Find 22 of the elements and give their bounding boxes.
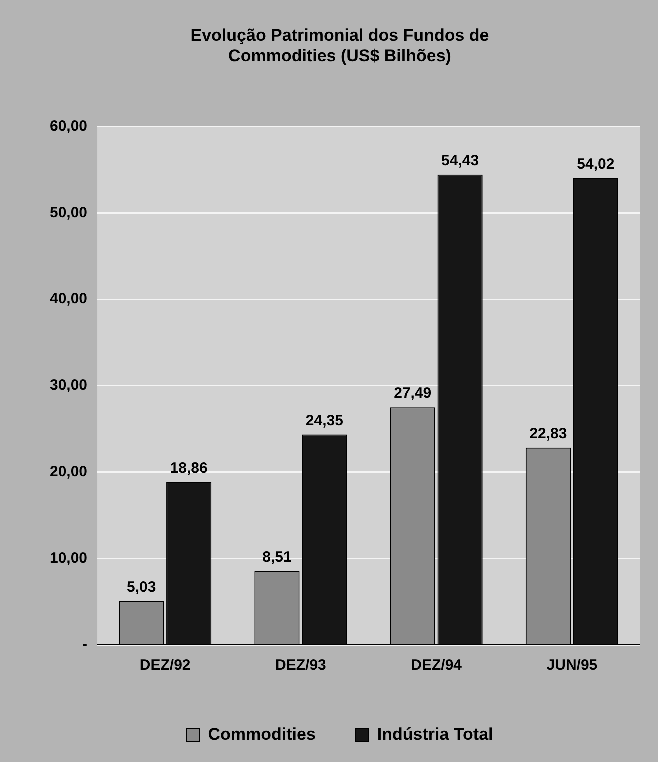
x-tick-label: DEZ/94 [411,657,463,674]
y-tick-label: 60,00 [50,118,88,135]
legend-label: Commodities [208,725,316,744]
data-label: 18,86 [170,460,208,477]
y-tick-label: 50,00 [50,204,88,222]
data-label: 54,02 [577,156,615,174]
data-label: 8,51 [262,549,292,566]
x-tick-label: DEZ/93 [276,657,326,674]
x-tick-label: JUN/95 [546,657,598,674]
legend-label: Indústria Total [377,725,494,744]
y-tick-label: 10,00 [50,550,88,567]
y-tick-label: 30,00 [50,377,88,394]
y-tick-label: 40,00 [50,290,88,308]
y-tick-label: - [82,636,88,654]
data-label: 22,83 [530,425,568,442]
chart-title: Evolução Patrimonial dos Fundos de Commodities (US$ Bilhões) [190,26,490,66]
data-label: 24,35 [306,412,344,430]
data-label: 27,49 [394,385,432,402]
data-label: 54,43 [442,152,480,170]
data-label: 5,03 [127,579,156,596]
y-tick-label: 20,00 [50,463,88,480]
x-tick-label: DEZ/92 [140,657,191,674]
